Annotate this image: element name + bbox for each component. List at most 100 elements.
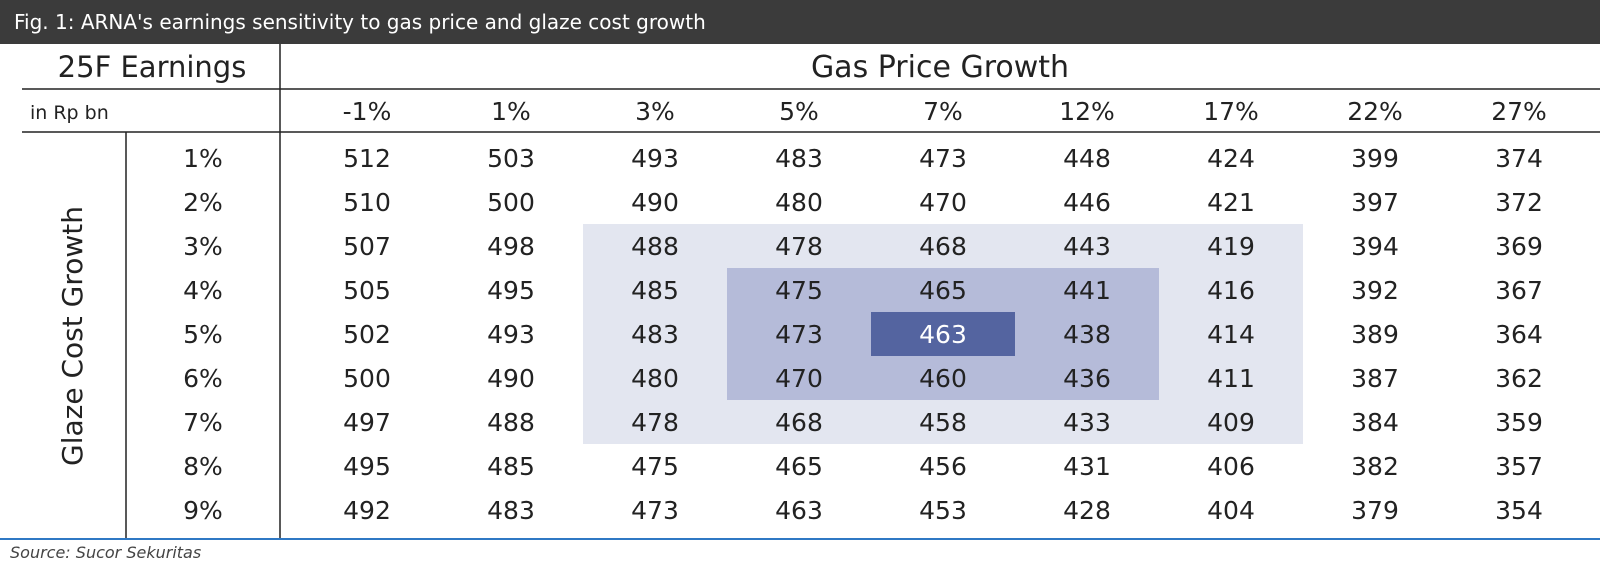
table-cell: 389 bbox=[1351, 320, 1399, 349]
table-cell: 431 bbox=[1063, 452, 1111, 481]
table-cell: 480 bbox=[631, 364, 679, 393]
row-header: 8% bbox=[183, 452, 223, 481]
table-cell: 490 bbox=[487, 364, 535, 393]
table-cell: 465 bbox=[919, 276, 967, 305]
figure-title: Fig. 1: ARNA's earnings sensitivity to g… bbox=[0, 0, 1600, 44]
row-header: 3% bbox=[183, 232, 223, 261]
column-header: 3% bbox=[635, 97, 675, 126]
table-cell: 443 bbox=[1063, 232, 1111, 261]
table-cell: 394 bbox=[1351, 232, 1399, 261]
unit-label: in Rp bn bbox=[30, 102, 109, 124]
highlight-bands bbox=[583, 224, 1303, 444]
table-cell: 488 bbox=[631, 232, 679, 261]
table-cell: 379 bbox=[1351, 496, 1399, 525]
table-cell: 475 bbox=[775, 276, 823, 305]
table-cell: 458 bbox=[919, 408, 967, 437]
table-cell: 367 bbox=[1495, 276, 1543, 305]
table-cell: 382 bbox=[1351, 452, 1399, 481]
table-cell: 463 bbox=[919, 320, 967, 349]
row-axis-label: Glaze Cost Growth bbox=[56, 206, 89, 466]
table-cell: 374 bbox=[1495, 144, 1543, 173]
highlight-band-dark bbox=[871, 312, 1015, 356]
column-header: 27% bbox=[1491, 97, 1547, 126]
column-header: 1% bbox=[491, 97, 531, 126]
table-cell: 498 bbox=[487, 232, 535, 261]
table-cell: 512 bbox=[343, 144, 391, 173]
table-cell: 470 bbox=[919, 188, 967, 217]
table-cell: 354 bbox=[1495, 496, 1543, 525]
table-cell: 470 bbox=[775, 364, 823, 393]
table-cell: 397 bbox=[1351, 188, 1399, 217]
table-cell: 428 bbox=[1063, 496, 1111, 525]
row-header: 4% bbox=[183, 276, 223, 305]
table-cell: 473 bbox=[631, 496, 679, 525]
table-cell: 404 bbox=[1207, 496, 1255, 525]
table-cell: 446 bbox=[1063, 188, 1111, 217]
table-cell: 419 bbox=[1207, 232, 1255, 261]
table-cell: 473 bbox=[775, 320, 823, 349]
table-cell: 505 bbox=[343, 276, 391, 305]
table-cell: 503 bbox=[487, 144, 535, 173]
table-cell: 453 bbox=[919, 496, 967, 525]
table-cell: 359 bbox=[1495, 408, 1543, 437]
table-cell: 483 bbox=[631, 320, 679, 349]
row-headers: 1% 2% 3% 4% 5% 6% 7% 8% 9% bbox=[183, 144, 223, 525]
table-cell: 493 bbox=[631, 144, 679, 173]
table-cell: 406 bbox=[1207, 452, 1255, 481]
row-header: 5% bbox=[183, 320, 223, 349]
source-note: Source: Sucor Sekuritas bbox=[10, 543, 202, 562]
table-cell: 414 bbox=[1207, 320, 1255, 349]
row-header: 2% bbox=[183, 188, 223, 217]
table-cell: 468 bbox=[919, 232, 967, 261]
table-cell: 495 bbox=[487, 276, 535, 305]
column-header: 7% bbox=[923, 97, 963, 126]
table-cell: 369 bbox=[1495, 232, 1543, 261]
row-header: 9% bbox=[183, 496, 223, 525]
table-cell: 500 bbox=[343, 364, 391, 393]
table-cell: 485 bbox=[631, 276, 679, 305]
table-cell: 392 bbox=[1351, 276, 1399, 305]
table-cell: 468 bbox=[775, 408, 823, 437]
table-gridlines bbox=[22, 44, 1600, 540]
table-cell: 463 bbox=[775, 496, 823, 525]
column-header: 22% bbox=[1347, 97, 1403, 126]
table-cell: 488 bbox=[487, 408, 535, 437]
column-header: 17% bbox=[1203, 97, 1259, 126]
table-cell: 387 bbox=[1351, 364, 1399, 393]
column-headers: -1% 1% 3% 5% 7% 12% 17% 22% 27% bbox=[343, 97, 1547, 126]
table-cell: 497 bbox=[343, 408, 391, 437]
table-cell: 492 bbox=[343, 496, 391, 525]
table-cell: 364 bbox=[1495, 320, 1543, 349]
table-cell: 478 bbox=[775, 232, 823, 261]
table-cell: 478 bbox=[631, 408, 679, 437]
row-header: 7% bbox=[183, 408, 223, 437]
table-cell: 416 bbox=[1207, 276, 1255, 305]
table-cell: 483 bbox=[775, 144, 823, 173]
corner-label: 25F Earnings bbox=[58, 50, 247, 84]
table-cell: 507 bbox=[343, 232, 391, 261]
row-header: 1% bbox=[183, 144, 223, 173]
table-cell: 456 bbox=[919, 452, 967, 481]
table-cell: 372 bbox=[1495, 188, 1543, 217]
table-cell: 424 bbox=[1207, 144, 1255, 173]
table-cell: 465 bbox=[775, 452, 823, 481]
table-cell: 473 bbox=[919, 144, 967, 173]
table-cell: 421 bbox=[1207, 188, 1255, 217]
table-cell: 357 bbox=[1495, 452, 1543, 481]
table-cell: 433 bbox=[1063, 408, 1111, 437]
table-cell: 438 bbox=[1063, 320, 1111, 349]
table-cell: 485 bbox=[487, 452, 535, 481]
table-cell: 510 bbox=[343, 188, 391, 217]
table-cell: 411 bbox=[1207, 364, 1255, 393]
table-cell: 460 bbox=[919, 364, 967, 393]
table-cell: 502 bbox=[343, 320, 391, 349]
column-header: 12% bbox=[1059, 97, 1115, 126]
table-cell: 493 bbox=[487, 320, 535, 349]
table-cell: 495 bbox=[343, 452, 391, 481]
table-cell: 441 bbox=[1063, 276, 1111, 305]
table-cell: 483 bbox=[487, 496, 535, 525]
table-cell: 490 bbox=[631, 188, 679, 217]
table-cell: 448 bbox=[1063, 144, 1111, 173]
table-cell: 384 bbox=[1351, 408, 1399, 437]
sensitivity-table: 25F Earnings in Rp bn Gas Price Growth G… bbox=[22, 44, 1600, 540]
